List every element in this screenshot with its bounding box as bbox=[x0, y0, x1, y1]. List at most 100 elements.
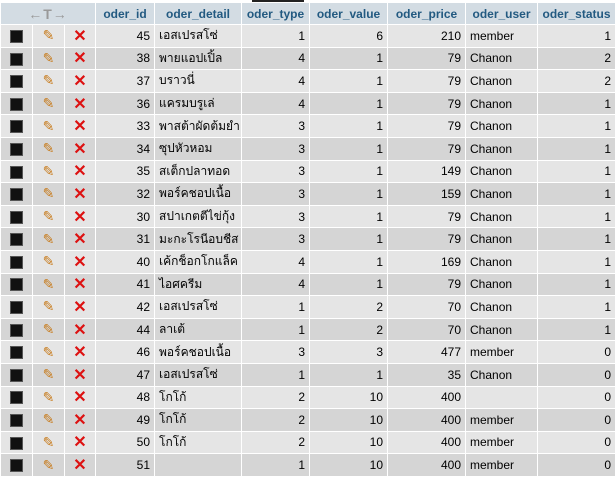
row-select-checkbox[interactable] bbox=[1, 137, 32, 160]
edit-button[interactable]: ✎ bbox=[33, 183, 64, 205]
row-select-checkbox[interactable] bbox=[1, 183, 32, 205]
delete-button[interactable]: ✕ bbox=[65, 431, 96, 454]
edit-button[interactable]: ✎ bbox=[33, 431, 64, 454]
cell-oder-value: 3 bbox=[310, 341, 388, 363]
column-header-oder-user[interactable]: oder_user bbox=[466, 3, 538, 24]
edit-button[interactable]: ✎ bbox=[33, 363, 64, 386]
delete-button[interactable]: ✕ bbox=[65, 70, 96, 92]
edit-button[interactable]: ✎ bbox=[33, 137, 64, 160]
edit-button[interactable]: ✎ bbox=[33, 386, 64, 409]
edit-button[interactable]: ✎ bbox=[33, 160, 64, 183]
column-header-oder-detail[interactable]: oder_detail bbox=[155, 3, 242, 24]
cell-oder-value: 1 bbox=[310, 250, 388, 273]
row-select-checkbox[interactable] bbox=[1, 47, 32, 70]
row-select-checkbox[interactable] bbox=[1, 205, 32, 228]
edit-button[interactable]: ✎ bbox=[33, 205, 64, 228]
edit-button[interactable]: ✎ bbox=[33, 250, 64, 273]
x-delete-icon: ✕ bbox=[73, 118, 87, 136]
cell-oder-detail: พอร์คชอปเนื้อ bbox=[155, 341, 242, 363]
delete-button[interactable]: ✕ bbox=[65, 386, 96, 409]
row-select-checkbox[interactable] bbox=[1, 25, 32, 47]
results-table: ←T→ oder_id oder_detail oder_type oder_v… bbox=[0, 2, 615, 477]
edit-button[interactable]: ✎ bbox=[33, 318, 64, 341]
edit-button[interactable]: ✎ bbox=[33, 296, 64, 318]
pencil-icon: ✎ bbox=[42, 298, 55, 315]
checkbox-icon bbox=[10, 278, 23, 292]
cell-oder-value: 6 bbox=[310, 25, 388, 47]
cell-oder-id: 45 bbox=[96, 25, 155, 47]
edit-button[interactable]: ✎ bbox=[33, 341, 64, 363]
row-select-checkbox[interactable] bbox=[1, 341, 32, 363]
row-select-checkbox[interactable] bbox=[1, 431, 32, 454]
cell-oder-value: 1 bbox=[310, 363, 388, 386]
row-select-checkbox[interactable] bbox=[1, 409, 32, 431]
edit-button[interactable]: ✎ bbox=[33, 273, 64, 296]
column-resize-arrows[interactable]: ←T→ bbox=[1, 3, 96, 24]
cell-oder-user: Chanon bbox=[466, 70, 538, 92]
delete-button[interactable]: ✕ bbox=[65, 363, 96, 386]
column-header-oder-value[interactable]: oder_value bbox=[310, 3, 388, 24]
row-select-checkbox[interactable] bbox=[1, 160, 32, 183]
x-delete-icon: ✕ bbox=[73, 457, 87, 475]
pencil-icon: ✎ bbox=[42, 72, 55, 89]
cell-oder-type: 3 bbox=[242, 228, 310, 250]
delete-button[interactable]: ✕ bbox=[65, 454, 96, 476]
column-header-oder-type[interactable]: oder_type bbox=[242, 3, 310, 24]
delete-button[interactable]: ✕ bbox=[65, 160, 96, 183]
delete-button[interactable]: ✕ bbox=[65, 183, 96, 205]
row-select-checkbox[interactable] bbox=[1, 296, 32, 318]
row-select-checkbox[interactable] bbox=[1, 228, 32, 250]
column-header-oder-price[interactable]: oder_price bbox=[388, 3, 466, 24]
row-select-checkbox[interactable] bbox=[1, 115, 32, 137]
cell-oder-type: 1 bbox=[242, 318, 310, 341]
cell-oder-value: 1 bbox=[310, 92, 388, 115]
cell-oder-type: 4 bbox=[242, 273, 310, 296]
column-header-oder-status[interactable]: oder_status bbox=[538, 3, 615, 24]
edit-button[interactable]: ✎ bbox=[33, 92, 64, 115]
table-row: ✎ ✕ 45 เอสเปรสโซ่ 1 6 210 member 1 bbox=[1, 25, 615, 47]
row-select-checkbox[interactable] bbox=[1, 386, 32, 409]
table-row: ✎ ✕ 51 1 10 400 member 0 bbox=[1, 454, 615, 476]
row-select-checkbox[interactable] bbox=[1, 318, 32, 341]
edit-button[interactable]: ✎ bbox=[33, 47, 64, 70]
delete-button[interactable]: ✕ bbox=[65, 205, 96, 228]
cell-oder-price: 149 bbox=[388, 160, 466, 183]
checkbox-icon bbox=[10, 368, 23, 382]
edit-button[interactable]: ✎ bbox=[33, 70, 64, 92]
row-select-checkbox[interactable] bbox=[1, 92, 32, 115]
delete-button[interactable]: ✕ bbox=[65, 341, 96, 363]
cell-oder-user: Chanon bbox=[466, 47, 538, 70]
cell-oder-id: 32 bbox=[96, 183, 155, 205]
delete-button[interactable]: ✕ bbox=[65, 115, 96, 137]
delete-button[interactable]: ✕ bbox=[65, 296, 96, 318]
checkbox-icon bbox=[10, 75, 23, 89]
row-select-checkbox[interactable] bbox=[1, 363, 32, 386]
checkbox-icon bbox=[10, 346, 23, 360]
delete-button[interactable]: ✕ bbox=[65, 228, 96, 250]
pencil-icon: ✎ bbox=[42, 162, 55, 179]
row-select-checkbox[interactable] bbox=[1, 454, 32, 476]
delete-button[interactable]: ✕ bbox=[65, 318, 96, 341]
delete-button[interactable]: ✕ bbox=[65, 25, 96, 47]
row-select-checkbox[interactable] bbox=[1, 273, 32, 296]
row-select-checkbox[interactable] bbox=[1, 70, 32, 92]
delete-button[interactable]: ✕ bbox=[65, 273, 96, 296]
delete-button[interactable]: ✕ bbox=[65, 137, 96, 160]
delete-button[interactable]: ✕ bbox=[65, 409, 96, 431]
cell-oder-status: 1 bbox=[538, 205, 615, 228]
row-select-checkbox[interactable] bbox=[1, 250, 32, 273]
edit-button[interactable]: ✎ bbox=[33, 25, 64, 47]
delete-button[interactable]: ✕ bbox=[65, 250, 96, 273]
delete-button[interactable]: ✕ bbox=[65, 92, 96, 115]
edit-button[interactable]: ✎ bbox=[33, 115, 64, 137]
edit-button[interactable]: ✎ bbox=[33, 409, 64, 431]
edit-button[interactable]: ✎ bbox=[33, 228, 64, 250]
edit-button[interactable]: ✎ bbox=[33, 454, 64, 476]
checkbox-icon bbox=[10, 436, 23, 450]
cell-oder-id: 41 bbox=[96, 273, 155, 296]
cell-oder-status: 1 bbox=[538, 92, 615, 115]
column-header-oder-id[interactable]: oder_id bbox=[96, 3, 155, 24]
cell-oder-detail: มะกะโรนีอบชีส bbox=[155, 228, 242, 250]
delete-button[interactable]: ✕ bbox=[65, 47, 96, 70]
checkbox-icon bbox=[10, 120, 23, 134]
